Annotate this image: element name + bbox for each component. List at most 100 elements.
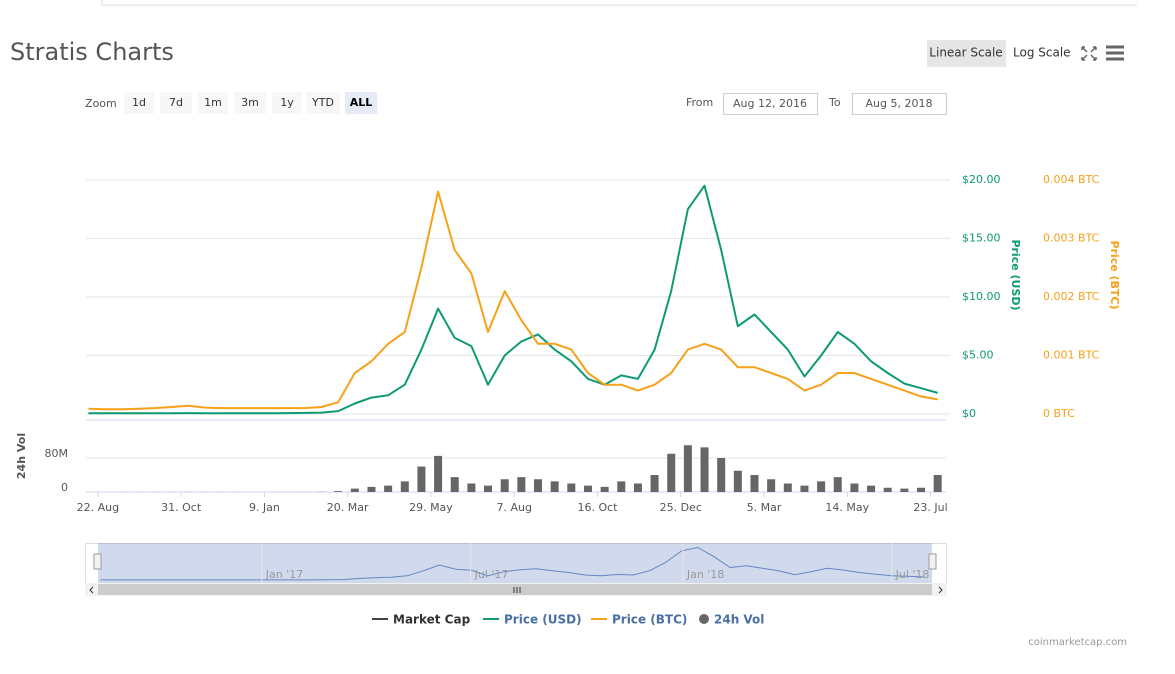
navigator-line xyxy=(100,546,924,581)
to-input[interactable] xyxy=(852,93,947,115)
volume-bar xyxy=(450,477,459,492)
fullscreen-icon[interactable] xyxy=(1081,46,1097,61)
x-tick-label: 29. May xyxy=(409,501,453,514)
navigator-tick-label: Jan '18 xyxy=(686,568,724,581)
volume-bar xyxy=(500,479,509,492)
y-tick-label: $5.00 xyxy=(962,348,994,361)
x-tick-label: 9. Jan xyxy=(249,501,280,514)
volume-bar xyxy=(400,481,409,492)
y2-tick-label: 0.003 BTC xyxy=(1043,231,1100,244)
volume-bar xyxy=(467,483,476,492)
volume-bar xyxy=(567,483,576,492)
zoom-button-label[interactable]: 1m xyxy=(204,96,222,109)
volume-bar xyxy=(367,486,376,492)
price-line xyxy=(88,190,938,411)
legend-label[interactable]: Price (BTC) xyxy=(612,613,687,627)
zoom-button[interactable] xyxy=(272,92,302,114)
y-tick-label: $20.00 xyxy=(962,173,1001,186)
zoom-button-label[interactable]: YTD xyxy=(311,96,334,109)
volume-bar xyxy=(900,488,909,492)
volume-bar xyxy=(700,447,709,492)
volume-bar xyxy=(717,458,726,492)
zoom-button[interactable] xyxy=(160,92,192,114)
volume-bar xyxy=(334,491,343,492)
navigator-handle[interactable] xyxy=(93,553,102,570)
tab-border xyxy=(101,0,1137,6)
zoom-button-label[interactable]: ALL xyxy=(350,96,373,109)
x-tick-label: 16. Oct xyxy=(577,501,618,514)
navigator-handle[interactable] xyxy=(928,553,937,570)
y-tick-label: $10.00 xyxy=(962,290,1001,303)
volume-bar xyxy=(484,485,493,492)
x-tick-label: 5. Mar xyxy=(747,501,782,514)
x-tick-label: 22. Aug xyxy=(77,501,119,514)
navigator-selection[interactable] xyxy=(98,543,932,583)
volume-bar xyxy=(517,477,526,492)
to-label: To xyxy=(828,96,841,109)
menu-icon[interactable] xyxy=(1106,45,1124,61)
y2-axis-title: Price (BTC) xyxy=(1108,240,1121,309)
navigator-frame xyxy=(85,543,947,584)
zoom-button[interactable] xyxy=(124,92,154,114)
scrollbar-arrows[interactable] xyxy=(89,586,943,594)
y2-tick-label: 0.002 BTC xyxy=(1043,290,1100,303)
volume-bar xyxy=(534,479,543,492)
volume-bar xyxy=(867,485,876,492)
log-scale-label[interactable]: Log Scale xyxy=(1013,46,1071,60)
legend-label[interactable]: 24h Vol xyxy=(714,613,764,627)
y3-axis-title: 24h Vol xyxy=(15,433,28,479)
chart-title: Stratis Charts xyxy=(10,38,174,66)
volume-bar xyxy=(833,477,842,492)
volume-bar xyxy=(750,475,759,492)
zoom-button[interactable] xyxy=(234,92,266,114)
navigator-tick-label: Jul '18 xyxy=(895,568,930,581)
zoom-button[interactable] xyxy=(306,92,340,114)
volume-bar xyxy=(850,483,859,492)
volume-bar xyxy=(417,466,426,492)
x-tick-label: 25. Dec xyxy=(660,501,702,514)
volume-bar xyxy=(933,475,942,492)
volume-bar xyxy=(434,455,443,492)
volume-bar xyxy=(633,483,642,492)
y2-tick-label: 0.004 BTC xyxy=(1043,173,1100,186)
x-tick-label: 14. May xyxy=(825,501,869,514)
y3-tick-label: 0 xyxy=(61,481,68,494)
zoom-label: Zoom xyxy=(85,97,117,110)
to-date[interactable]: Aug 5, 2018 xyxy=(866,97,933,110)
volume-bar xyxy=(650,475,659,492)
credit[interactable]: coinmarketcap.com xyxy=(1028,637,1127,648)
x-tick-label: 31. Oct xyxy=(161,501,202,514)
zoom-button[interactable] xyxy=(345,92,377,114)
navigator-tick-label: Jul '17 xyxy=(474,568,509,581)
volume-bar xyxy=(617,481,626,492)
volume-bar xyxy=(883,487,892,492)
zoom-button-label[interactable]: 1d xyxy=(132,96,146,109)
from-date[interactable]: Aug 12, 2016 xyxy=(733,97,807,110)
legend-label[interactable]: Market Cap xyxy=(393,613,471,627)
x-tick-label: 23. Jul xyxy=(913,501,947,514)
volume-bar xyxy=(550,481,559,492)
volume-bar xyxy=(783,483,792,492)
y2-tick-label: 0.001 BTC xyxy=(1043,348,1100,361)
x-tick-label: 20. Mar xyxy=(327,501,369,514)
navigator-tick-label: Jan '17 xyxy=(265,568,303,581)
linear-scale-button[interactable] xyxy=(927,40,1006,67)
price-line xyxy=(88,184,938,415)
volume-bar xyxy=(817,481,826,492)
scrollbar-thumb[interactable] xyxy=(98,584,932,595)
legend-symbol[interactable] xyxy=(699,614,709,624)
zoom-button-label[interactable]: 3m xyxy=(241,96,259,109)
y-axis-title: Price (USD) xyxy=(1009,239,1022,310)
volume-bar xyxy=(583,485,592,492)
legend-label[interactable]: Price (USD) xyxy=(504,613,582,627)
from-input[interactable] xyxy=(723,93,818,115)
linear-scale-label[interactable]: Linear Scale xyxy=(929,46,1002,60)
zoom-button-label[interactable]: 7d xyxy=(169,96,183,109)
zoom-button[interactable] xyxy=(198,92,228,114)
zoom-button-label[interactable]: 1y xyxy=(280,96,294,109)
volume-bar xyxy=(384,485,393,492)
volume-bar xyxy=(683,445,692,492)
y2-tick-label: 0 BTC xyxy=(1043,407,1075,420)
y3-tick-label: 80M xyxy=(45,447,69,460)
